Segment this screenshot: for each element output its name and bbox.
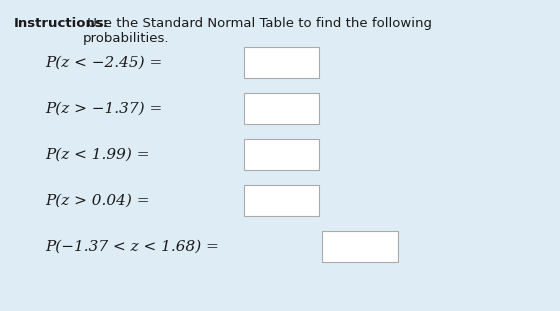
Text: P(z > −1.37) =: P(z > −1.37) = [45, 101, 162, 115]
Text: P(−1.37 < z < 1.68) =: P(−1.37 < z < 1.68) = [45, 239, 218, 253]
Bar [244, 185, 319, 216]
Text: P(z < 1.99) =: P(z < 1.99) = [45, 147, 150, 161]
Bar [322, 231, 398, 262]
Bar [244, 93, 319, 124]
Text: P(z > 0.04) =: P(z > 0.04) = [45, 193, 150, 207]
Bar [244, 139, 319, 170]
Text: Use the Standard Normal Table to find the following
probabilities.: Use the Standard Normal Table to find th… [83, 17, 432, 45]
Text: P(z < −2.45) =: P(z < −2.45) = [45, 55, 162, 69]
Text: Instructions:: Instructions: [14, 17, 109, 30]
Bar [244, 47, 319, 78]
